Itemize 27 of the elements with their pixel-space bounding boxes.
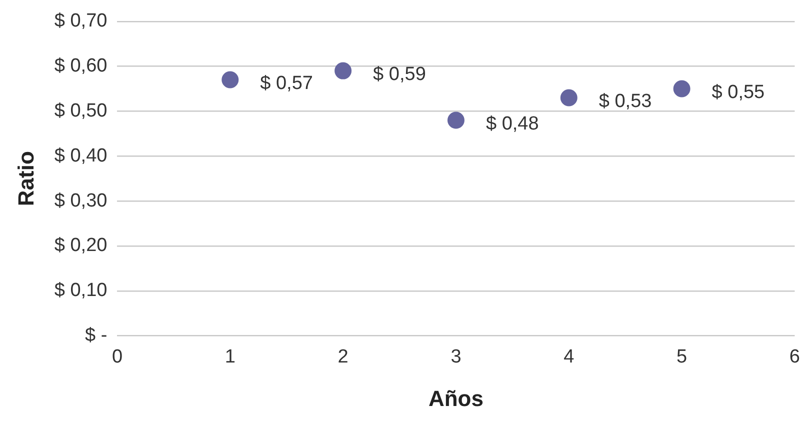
y-axis-title: Ratio (13, 151, 38, 206)
y-tick-label: $ 0,50 (54, 100, 108, 122)
data-label: $ 0,48 (486, 113, 539, 134)
y-tick-label: $ 0,40 (54, 145, 108, 166)
point (334, 62, 352, 80)
x-tick-label: 1 (224, 346, 236, 368)
y-tick-label: $ 0,60 (54, 56, 108, 77)
x-tick-label: 5 (676, 346, 688, 368)
x-tick-label: 3 (450, 346, 462, 368)
x-axis-title: Años (428, 386, 484, 411)
point (222, 71, 239, 88)
point (447, 112, 464, 129)
y-tick-label: $ 0,30 (54, 190, 108, 212)
data-label: $ 0,59 (373, 64, 426, 86)
x-tick-label: 0 (112, 346, 123, 368)
data-label: $ 0,53 (598, 90, 652, 112)
y-tick-label: $ 0,10 (54, 280, 108, 302)
y-tick-label: $ - (85, 325, 108, 346)
y-tick-label: $ 0,70 (54, 10, 108, 32)
x-tick-label: 6 (789, 346, 800, 368)
point (560, 89, 578, 106)
data-label: $ 0,57 (260, 73, 313, 94)
point (673, 80, 690, 98)
x-tick-label: 2 (338, 346, 348, 368)
data-label: $ 0,55 (712, 82, 765, 104)
y-tick-label: $ 0,20 (54, 235, 108, 256)
x-tick-label: 4 (564, 346, 575, 368)
